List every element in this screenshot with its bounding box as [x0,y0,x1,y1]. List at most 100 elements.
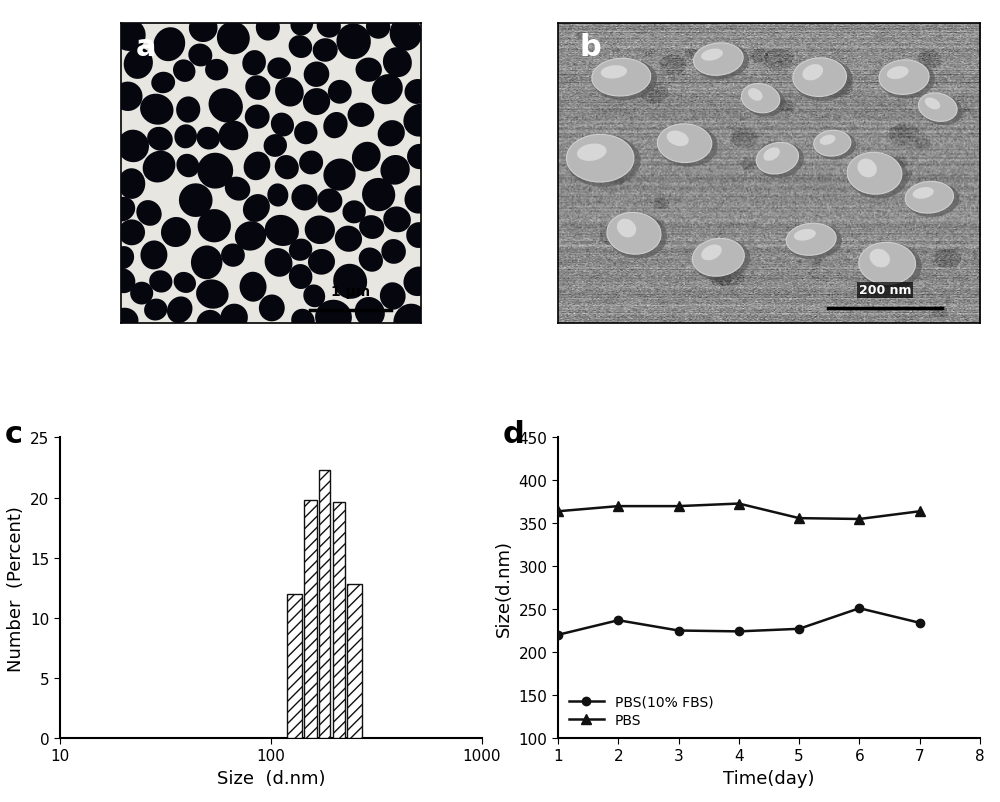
Ellipse shape [323,160,356,192]
Ellipse shape [110,269,135,294]
Ellipse shape [793,59,846,97]
Bar [287,594,302,738]
Ellipse shape [225,177,250,201]
Ellipse shape [918,94,957,122]
Ellipse shape [743,85,785,117]
Ellipse shape [390,17,422,51]
PBS [733,499,745,508]
PBS [673,502,685,512]
Ellipse shape [275,156,299,180]
Ellipse shape [291,310,315,333]
Ellipse shape [815,132,856,160]
Ellipse shape [601,66,627,79]
Ellipse shape [355,298,385,328]
Ellipse shape [245,76,270,101]
Ellipse shape [857,160,877,178]
Ellipse shape [191,246,222,280]
Ellipse shape [143,152,175,183]
Ellipse shape [879,61,929,95]
Ellipse shape [847,153,902,195]
Ellipse shape [124,49,153,79]
Ellipse shape [259,295,285,322]
Ellipse shape [147,128,173,152]
Ellipse shape [242,51,266,76]
Ellipse shape [188,44,212,67]
Ellipse shape [205,60,228,81]
Ellipse shape [240,273,267,302]
Ellipse shape [256,15,280,42]
Ellipse shape [299,152,323,175]
Ellipse shape [271,113,294,137]
Ellipse shape [197,128,220,150]
Ellipse shape [378,121,405,148]
PBS(10% FBS) [914,618,926,628]
Ellipse shape [243,195,270,223]
Ellipse shape [348,103,374,128]
Line: PBS(10% FBS): PBS(10% FBS) [554,604,924,639]
Legend: PBS(10% FBS), PBS: PBS(10% FBS), PBS [565,691,718,731]
Bar [319,470,330,738]
Ellipse shape [304,63,329,88]
Ellipse shape [289,239,312,261]
Ellipse shape [701,245,722,261]
Ellipse shape [913,188,934,200]
PBS(10% FBS) [673,626,685,635]
Ellipse shape [925,99,940,110]
PBS(10% FBS) [853,604,865,614]
Ellipse shape [109,197,135,222]
Ellipse shape [153,28,185,62]
Ellipse shape [189,14,218,43]
Ellipse shape [144,299,167,321]
Ellipse shape [308,249,335,275]
Ellipse shape [289,265,312,290]
Ellipse shape [209,89,243,124]
Ellipse shape [303,89,330,116]
Ellipse shape [658,125,718,168]
X-axis label: Size  (d.nm): Size (d.nm) [217,769,325,787]
Ellipse shape [786,224,836,256]
Ellipse shape [366,15,390,39]
PBS(10% FBS) [733,627,745,637]
Ellipse shape [335,226,362,253]
Ellipse shape [403,104,438,137]
Ellipse shape [887,67,909,80]
Line: PBS: PBS [553,499,925,525]
Ellipse shape [372,75,403,105]
Ellipse shape [607,213,661,255]
Ellipse shape [218,121,248,151]
Ellipse shape [265,249,292,277]
PBS(10% FBS) [552,630,564,640]
Ellipse shape [176,97,200,124]
Ellipse shape [196,280,229,310]
Ellipse shape [267,59,291,80]
Ellipse shape [305,217,335,245]
Ellipse shape [359,216,384,240]
Ellipse shape [245,105,270,130]
Ellipse shape [756,144,798,175]
Ellipse shape [336,24,371,60]
Ellipse shape [763,148,780,161]
Ellipse shape [179,184,213,217]
Ellipse shape [289,36,312,59]
Ellipse shape [291,185,318,211]
Ellipse shape [362,179,395,212]
Ellipse shape [694,44,743,76]
Ellipse shape [814,132,851,157]
Ellipse shape [577,144,607,162]
Ellipse shape [920,95,962,126]
Ellipse shape [741,84,780,114]
Ellipse shape [174,273,196,294]
Ellipse shape [197,310,223,337]
PBS [552,507,564,516]
Ellipse shape [870,249,890,268]
Ellipse shape [406,223,431,249]
Ellipse shape [221,244,245,267]
Ellipse shape [118,220,145,246]
Ellipse shape [787,225,842,260]
Ellipse shape [140,95,173,126]
Ellipse shape [905,182,953,214]
Ellipse shape [161,217,191,248]
Ellipse shape [859,243,922,290]
Ellipse shape [381,240,406,265]
Ellipse shape [748,89,763,102]
